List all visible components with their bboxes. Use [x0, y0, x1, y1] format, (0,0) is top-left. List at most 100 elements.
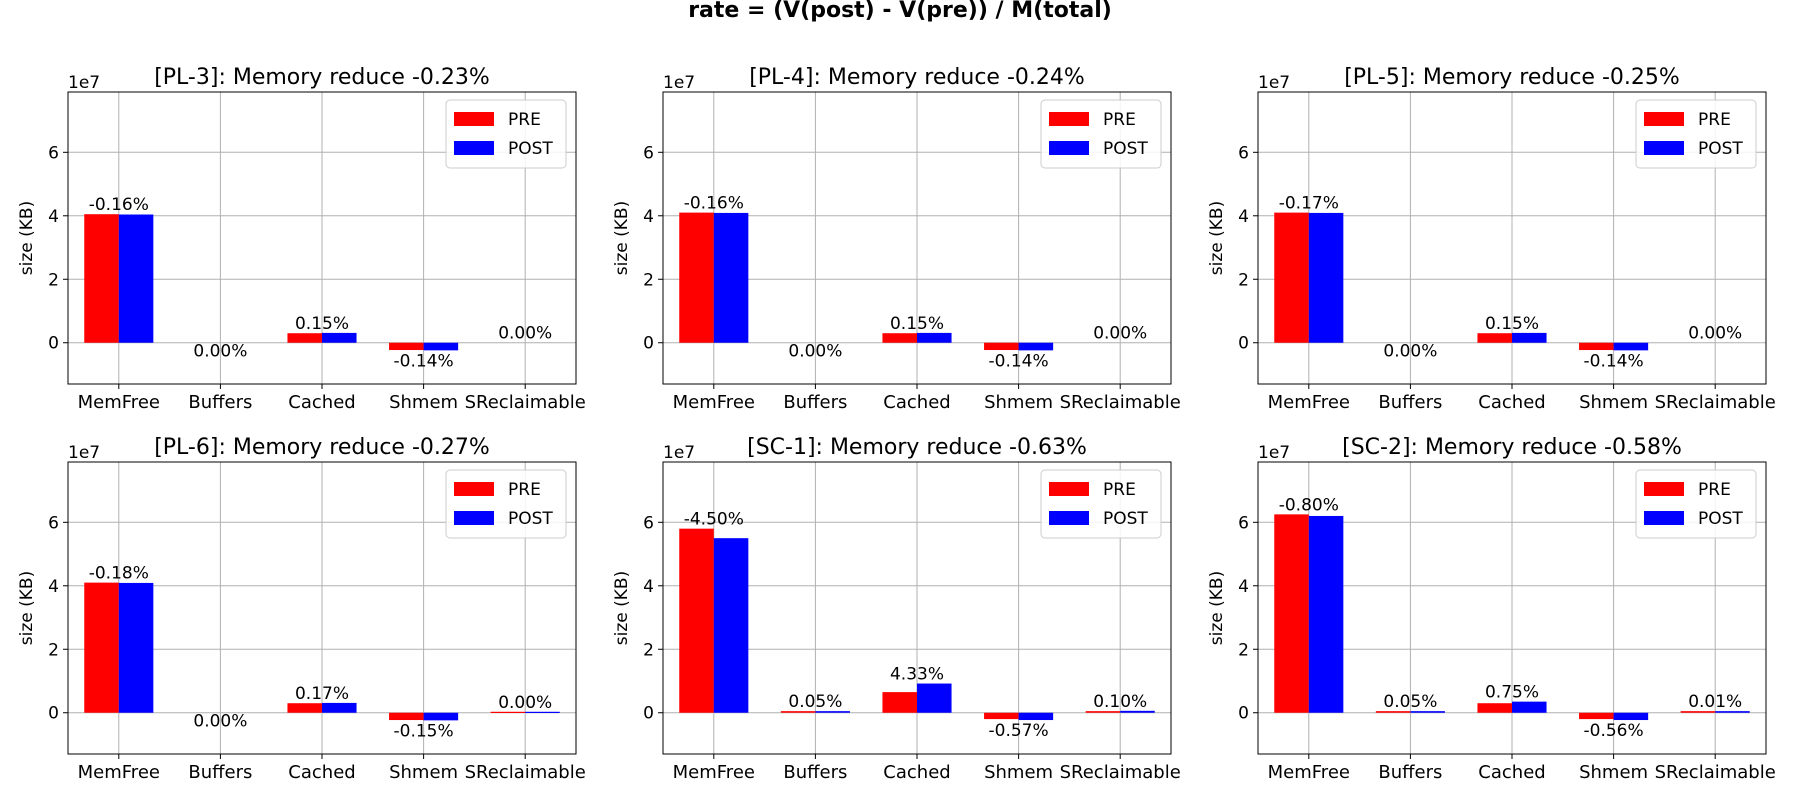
- bar-post-cached: [917, 683, 952, 713]
- bar-annotation: 0.00%: [498, 324, 552, 344]
- bar-pre-cached: [1477, 333, 1512, 343]
- subplot-1: -0.16% 0.00% 0.15% -0.14% 0.00% 0 2 4 6 MemFree Bu…: [17, 65, 586, 413]
- x-tick-label: Shmem: [389, 762, 458, 783]
- y-tick-label: 2: [1238, 270, 1249, 290]
- bar-pre-cached: [287, 333, 322, 343]
- x-tick-label: Cached: [288, 392, 355, 413]
- legend-swatch-post: [1644, 141, 1684, 155]
- y-scale-label: 1e7: [663, 443, 695, 463]
- bar-annotation: 0.75%: [1485, 683, 1539, 703]
- bar-post-sreclaimable: [1120, 710, 1155, 713]
- bar-post-shmem: [1018, 712, 1054, 721]
- bar-pre-memfree: [1274, 212, 1309, 343]
- bar-post-shmem: [1613, 342, 1649, 351]
- y-tick-label: 4: [48, 207, 59, 227]
- y-scale-label: 1e7: [663, 73, 695, 93]
- bar-post-sreclaimable: [1715, 711, 1750, 713]
- legend-label-post: POST: [508, 509, 553, 529]
- y-tick-label: 0: [48, 334, 59, 354]
- x-tick-label: SReclaimable: [1060, 392, 1181, 413]
- bar-post-shmem: [1018, 342, 1054, 351]
- x-tick-label: Buffers: [783, 392, 847, 413]
- bar-pre-shmem: [389, 342, 424, 351]
- y-axis-label: size (KB): [1207, 571, 1227, 645]
- x-tick-label: Cached: [1478, 762, 1545, 783]
- bar-annotation: -0.57%: [989, 721, 1049, 741]
- bar-post-memfree: [1308, 515, 1344, 713]
- y-tick-label: 6: [48, 513, 59, 533]
- legend: PRE POST: [1635, 469, 1757, 539]
- legend: PRE POST: [1040, 469, 1162, 539]
- bar-annotation: 0.00%: [193, 342, 247, 362]
- y-axis-label: size (KB): [1207, 201, 1227, 275]
- bar-annotation: 0.00%: [498, 693, 552, 713]
- bar-annotation: 0.00%: [788, 342, 842, 362]
- bar-pre-shmem: [389, 712, 424, 721]
- legend-swatch-pre: [1644, 112, 1684, 126]
- figure-suptitle: rate = (V(post) - V(pre)) / M(total): [688, 0, 1112, 23]
- x-tick-label: MemFree: [78, 392, 160, 413]
- bar-annotation: 0.01%: [1688, 692, 1742, 712]
- bar-post-buffers: [815, 711, 850, 713]
- bar-post-memfree: [118, 214, 154, 343]
- y-tick-label: 6: [48, 143, 59, 163]
- bar-annotation: 0.00%: [193, 712, 247, 732]
- x-tick-label: Shmem: [389, 392, 458, 413]
- bar-pre-buffers: [1375, 711, 1411, 713]
- bar-pre-memfree: [679, 212, 714, 343]
- x-tick-label: Buffers: [1378, 762, 1442, 783]
- bar-annotation: 0.17%: [295, 684, 349, 704]
- legend: PRE POST: [445, 469, 567, 539]
- y-tick-label: 0: [643, 334, 654, 354]
- legend-swatch-pre: [454, 482, 494, 496]
- subplot-title: [PL-5]: Memory reduce -0.25%: [1344, 65, 1680, 90]
- subplot-title: [SC-1]: Memory reduce -0.63%: [747, 435, 1087, 460]
- bar-post-sreclaimable: [525, 711, 560, 713]
- subplot-4: -0.18% 0.00% 0.17% -0.15% 0.00% 0 2 4 6 MemFree Bu…: [17, 435, 586, 783]
- legend-swatch-post: [1049, 511, 1089, 525]
- legend-swatch-pre: [454, 112, 494, 126]
- bar-pre-shmem: [1579, 712, 1614, 720]
- bar-post-memfree: [118, 582, 154, 713]
- x-tick-label: SReclaimable: [1060, 762, 1181, 783]
- x-tick-label: SReclaimable: [465, 762, 586, 783]
- bar-pre-sreclaimable: [1085, 711, 1121, 713]
- subplot-title: [SC-2]: Memory reduce -0.58%: [1342, 435, 1682, 460]
- bar-pre-memfree: [84, 214, 119, 343]
- y-tick-label: 0: [643, 704, 654, 724]
- y-tick-label: 4: [643, 577, 654, 597]
- x-tick-label: Cached: [1478, 392, 1545, 413]
- y-scale-label: 1e7: [1258, 73, 1290, 93]
- legend-label-pre: PRE: [1698, 110, 1731, 130]
- bar-annotation: 0.15%: [295, 314, 349, 334]
- y-tick-label: 2: [1238, 640, 1249, 660]
- legend-label-pre: PRE: [1103, 480, 1136, 500]
- x-tick-label: Shmem: [984, 762, 1053, 783]
- subplot-6: -0.80% 0.05% 0.75% -0.56% 0.01% 0 2 4 6 MemFree Bu…: [1207, 435, 1776, 783]
- y-axis-label: size (KB): [612, 201, 632, 275]
- x-tick-label: Cached: [883, 392, 950, 413]
- x-tick-label: Cached: [883, 762, 950, 783]
- legend: PRE POST: [1635, 99, 1757, 169]
- bar-annotation: 0.00%: [1383, 342, 1437, 362]
- y-axis-label: size (KB): [17, 571, 37, 645]
- y-tick-label: 4: [1238, 577, 1249, 597]
- bar-annotation: 0.00%: [1688, 324, 1742, 344]
- bar-annotation: 0.05%: [788, 692, 842, 712]
- x-tick-label: Buffers: [188, 762, 252, 783]
- x-tick-label: Buffers: [783, 762, 847, 783]
- y-tick-label: 0: [1238, 704, 1249, 724]
- y-scale-label: 1e7: [68, 443, 100, 463]
- bar-annotation: -0.18%: [89, 564, 149, 584]
- y-tick-label: 4: [643, 207, 654, 227]
- y-axis-label: size (KB): [17, 201, 37, 275]
- legend-label-pre: PRE: [508, 480, 541, 500]
- legend-label-post: POST: [1698, 509, 1743, 529]
- legend-label-post: POST: [1103, 139, 1148, 159]
- bar-post-cached: [1512, 332, 1547, 343]
- legend-swatch-pre: [1644, 482, 1684, 496]
- bar-annotation: -0.15%: [394, 721, 454, 741]
- legend-label-post: POST: [1103, 509, 1148, 529]
- bar-post-cached: [917, 332, 952, 343]
